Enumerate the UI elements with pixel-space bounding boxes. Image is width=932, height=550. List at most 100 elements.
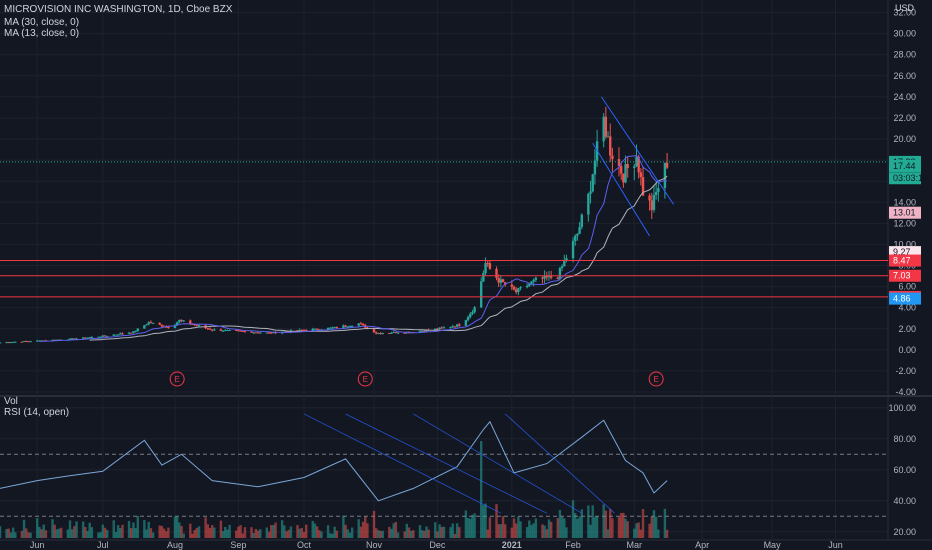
volume-bar bbox=[145, 529, 148, 538]
volume-bar bbox=[191, 533, 194, 538]
rsi-tick-label: 100.00 bbox=[888, 403, 916, 413]
volume-bar bbox=[519, 521, 522, 538]
candle-body bbox=[622, 173, 625, 183]
candle-body bbox=[81, 337, 85, 339]
volume-bar bbox=[42, 524, 45, 538]
volume-bar bbox=[280, 520, 284, 538]
candle-body bbox=[158, 322, 161, 325]
volume-bar bbox=[243, 527, 247, 538]
candle-body bbox=[510, 284, 514, 287]
candle-body bbox=[650, 200, 653, 211]
volume-bar bbox=[381, 530, 384, 538]
volume-bar bbox=[342, 515, 345, 538]
candle-body bbox=[213, 329, 216, 331]
volume-bar bbox=[112, 520, 115, 538]
volume-bar bbox=[543, 525, 546, 538]
volume-bar bbox=[637, 522, 640, 538]
candle-body bbox=[423, 330, 426, 332]
volume-bar bbox=[639, 529, 643, 538]
volume-bar bbox=[5, 529, 8, 538]
candle-body bbox=[29, 341, 32, 343]
candle-body bbox=[147, 322, 150, 325]
candle-body bbox=[438, 327, 441, 330]
volume-bar bbox=[517, 516, 520, 538]
candle-body bbox=[420, 330, 424, 332]
volume-bar bbox=[29, 532, 32, 538]
candle-body bbox=[11, 341, 15, 343]
volume-bar bbox=[254, 529, 258, 538]
candle-body bbox=[265, 332, 269, 334]
price-tick-label: 0.00 bbox=[898, 345, 916, 355]
volume-bar bbox=[469, 518, 472, 538]
volume-bar bbox=[143, 519, 146, 538]
volume-bar bbox=[70, 529, 74, 538]
candle-body bbox=[219, 329, 223, 331]
volume-bar bbox=[532, 523, 535, 538]
volume-bar bbox=[499, 524, 503, 538]
price-axis-tag-label: 13.01 bbox=[893, 208, 916, 218]
volume-bar bbox=[609, 509, 612, 538]
volume-bar bbox=[595, 516, 599, 538]
candle-body bbox=[73, 338, 76, 340]
volume-bar bbox=[267, 531, 271, 538]
earnings-marker bbox=[648, 371, 664, 387]
candle-body bbox=[602, 116, 605, 142]
candle-body bbox=[377, 332, 380, 334]
volume-bar bbox=[390, 528, 393, 538]
volume-bar bbox=[423, 530, 426, 538]
volume-bar bbox=[195, 527, 199, 538]
volume-bar bbox=[396, 532, 400, 538]
currency-label: USD bbox=[894, 3, 914, 13]
candle-body bbox=[633, 166, 636, 168]
volume-bar bbox=[274, 522, 277, 538]
volume-bar bbox=[9, 532, 13, 538]
candle-body bbox=[403, 332, 406, 334]
volume-bar bbox=[558, 509, 562, 538]
candle-body bbox=[270, 332, 273, 334]
time-tick-label: Apr bbox=[695, 540, 709, 550]
volume-bar bbox=[305, 524, 308, 538]
candle-body bbox=[20, 341, 24, 343]
rsi-legend[interactable]: RSI (14, open) bbox=[4, 407, 70, 418]
volume-bar bbox=[313, 523, 317, 538]
candle-body bbox=[453, 326, 457, 328]
volume-bar bbox=[333, 526, 336, 538]
rsi-tick-label: 60.00 bbox=[893, 465, 916, 475]
volume-bar bbox=[580, 509, 583, 538]
volume-legend[interactable]: Vol bbox=[4, 396, 18, 407]
volume-bar bbox=[440, 526, 444, 538]
volume-bar bbox=[158, 525, 161, 538]
candle-body bbox=[394, 332, 398, 334]
candle-body bbox=[589, 191, 592, 194]
candle-body bbox=[525, 285, 529, 288]
volume-bar bbox=[652, 510, 656, 538]
candle-body bbox=[606, 136, 610, 138]
candle-body bbox=[101, 335, 104, 337]
price-axis-tag bbox=[889, 292, 921, 305]
symbol-legend[interactable]: MICROVISION INC WASHINGTON, 1D, Cboe BZX bbox=[4, 4, 233, 15]
volume-bar bbox=[208, 527, 212, 538]
volume-bar bbox=[403, 531, 406, 538]
candle-body bbox=[35, 340, 39, 342]
volume-bar bbox=[213, 527, 216, 538]
candle-body bbox=[143, 325, 146, 329]
ma13-legend[interactable]: MA (13, close, 0) bbox=[4, 28, 80, 39]
candle-body bbox=[449, 326, 452, 328]
volume-bar bbox=[657, 529, 660, 538]
volume-bar bbox=[425, 526, 428, 538]
rsi-trend-line bbox=[345, 413, 547, 514]
volume-bar bbox=[587, 505, 590, 538]
candle-body bbox=[665, 162, 669, 168]
candle-body bbox=[514, 289, 518, 293]
candle-body bbox=[361, 323, 365, 326]
price-tick-label: 2.00 bbox=[898, 324, 916, 334]
candle-body bbox=[226, 330, 229, 332]
candle-body bbox=[208, 328, 212, 330]
volume-bar bbox=[318, 530, 321, 538]
volume-bar bbox=[434, 522, 437, 538]
time-tick-label: Aug bbox=[167, 540, 183, 550]
volume-bar bbox=[578, 516, 581, 538]
ma30-legend[interactable]: MA (30, close, 0) bbox=[4, 17, 80, 28]
volume-bar bbox=[296, 524, 299, 538]
